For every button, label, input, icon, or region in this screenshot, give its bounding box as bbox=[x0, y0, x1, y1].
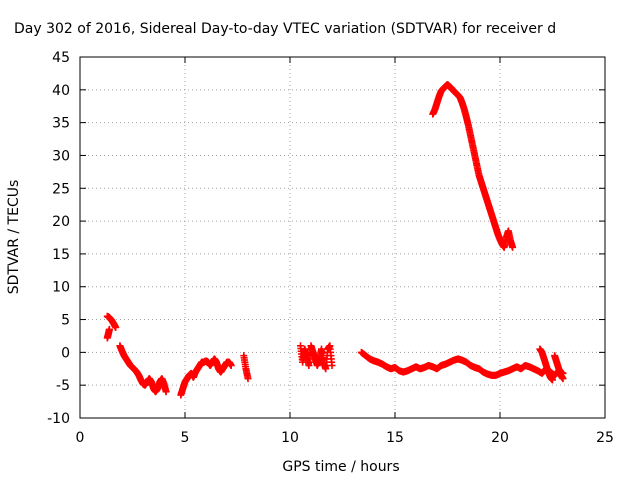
axis-ticks: 0 5 10 15 20 25 -10 -5 0 5 10 15 20 25 30 35 40 45 bbox=[47, 50, 614, 446]
data-point bbox=[559, 375, 567, 383]
x-tick-label: 15 bbox=[386, 430, 404, 446]
y-tick-label: 5 bbox=[61, 313, 70, 329]
x-tick-label: 25 bbox=[596, 430, 614, 446]
data-point bbox=[162, 388, 170, 396]
x-tick-label: 10 bbox=[281, 430, 299, 446]
x-axis-label: GPS time / hours bbox=[282, 459, 399, 475]
y-tick-label: 0 bbox=[61, 345, 70, 361]
x-tick-label: 0 bbox=[76, 430, 85, 446]
y-tick-label: -10 bbox=[47, 411, 70, 427]
chart-title: Day 302 of 2016, Sidereal Day-to-day VTE… bbox=[14, 21, 556, 37]
y-tick-label: 30 bbox=[52, 148, 70, 164]
y-tick-label: 35 bbox=[52, 116, 70, 132]
data-point bbox=[112, 323, 120, 331]
y-tick-label: 10 bbox=[52, 280, 70, 296]
plot-frame bbox=[79, 56, 606, 419]
y-tick-label: -5 bbox=[56, 378, 70, 394]
data-point bbox=[227, 361, 235, 369]
x-tick-label: 5 bbox=[181, 430, 190, 446]
y-tick-label: 45 bbox=[52, 50, 70, 66]
y-tick-label: 15 bbox=[52, 247, 70, 263]
y-tick-label: 40 bbox=[52, 83, 70, 99]
y-axis-label: SDTVAR / TECUs bbox=[6, 180, 22, 295]
y-tick-label: 25 bbox=[52, 181, 70, 197]
y-tick-label: 20 bbox=[52, 214, 70, 230]
data-point bbox=[549, 376, 556, 384]
x-tick-label: 20 bbox=[491, 430, 509, 446]
data-point bbox=[509, 243, 517, 251]
data-point bbox=[328, 361, 336, 369]
data-point bbox=[244, 375, 252, 383]
data-point bbox=[105, 325, 113, 333]
data-points bbox=[103, 81, 567, 399]
